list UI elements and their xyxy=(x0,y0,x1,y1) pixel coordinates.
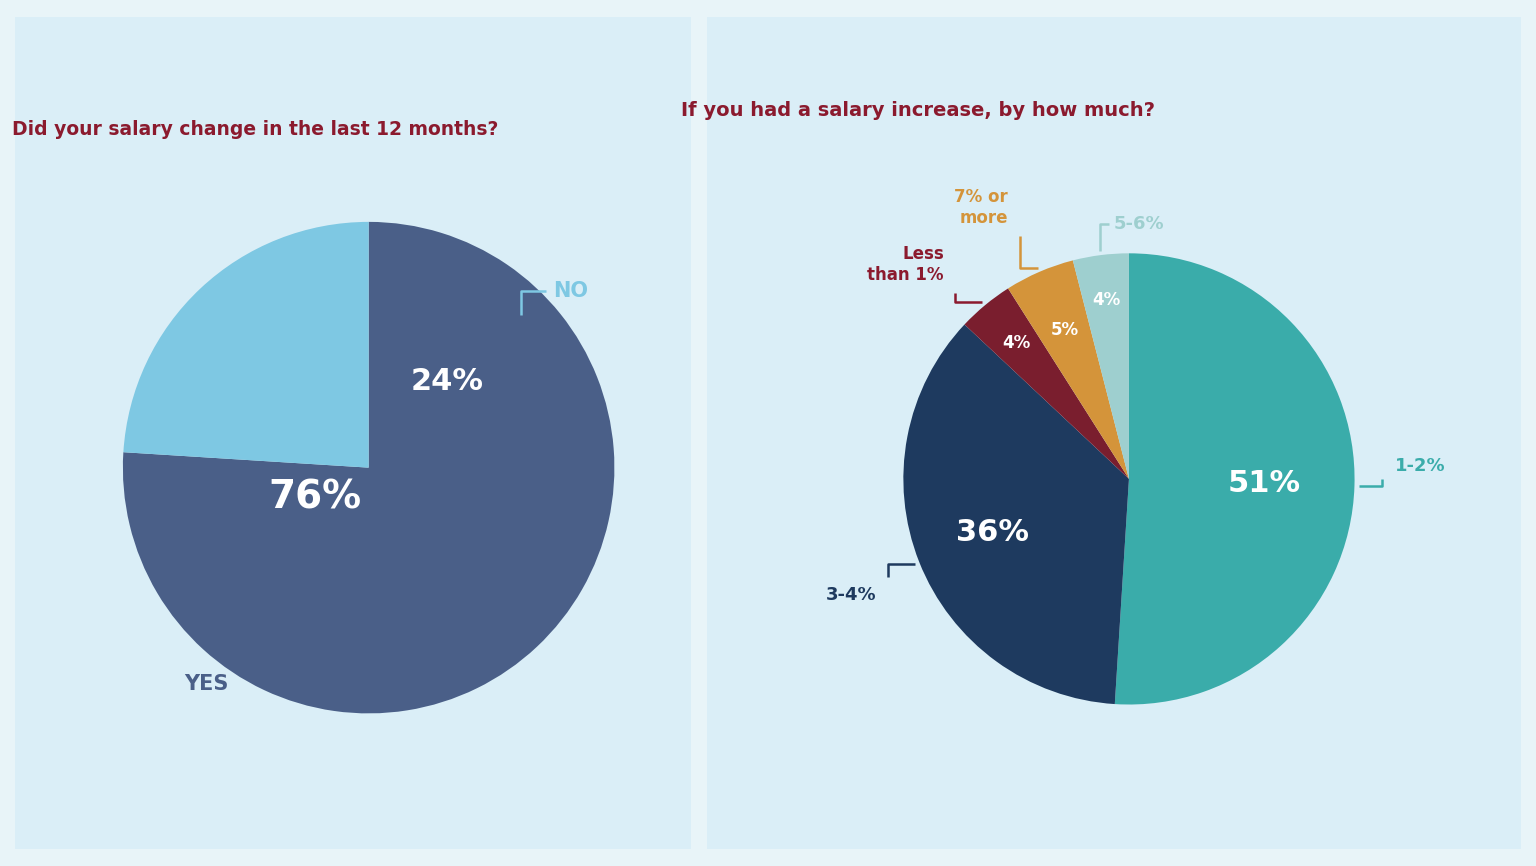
Text: 24%: 24% xyxy=(410,367,484,396)
Text: YES: YES xyxy=(184,674,229,694)
Text: 7% or
more: 7% or more xyxy=(954,188,1008,227)
Wedge shape xyxy=(123,222,614,714)
Text: 4%: 4% xyxy=(1003,334,1031,352)
Text: 3-4%: 3-4% xyxy=(826,586,877,604)
Text: 1-2%: 1-2% xyxy=(1395,457,1445,475)
Text: Did your salary change in the last 12 months?: Did your salary change in the last 12 mo… xyxy=(12,120,499,139)
Wedge shape xyxy=(903,325,1129,704)
Text: 36%: 36% xyxy=(955,519,1029,547)
FancyBboxPatch shape xyxy=(682,0,1536,866)
Text: 4%: 4% xyxy=(1092,291,1120,309)
Wedge shape xyxy=(1115,254,1355,705)
Text: 5%: 5% xyxy=(1051,320,1078,339)
FancyBboxPatch shape xyxy=(0,0,711,866)
Wedge shape xyxy=(123,222,369,468)
Text: 76%: 76% xyxy=(267,478,361,516)
Wedge shape xyxy=(1008,261,1129,479)
Text: Less
than 1%: Less than 1% xyxy=(868,245,945,283)
Text: If you had a salary increase, by how much?: If you had a salary increase, by how muc… xyxy=(682,100,1155,120)
Wedge shape xyxy=(965,288,1129,479)
Text: 51%: 51% xyxy=(1227,469,1301,498)
Text: NO: NO xyxy=(553,281,588,301)
Wedge shape xyxy=(1072,254,1129,479)
Text: 5-6%: 5-6% xyxy=(1114,215,1164,233)
